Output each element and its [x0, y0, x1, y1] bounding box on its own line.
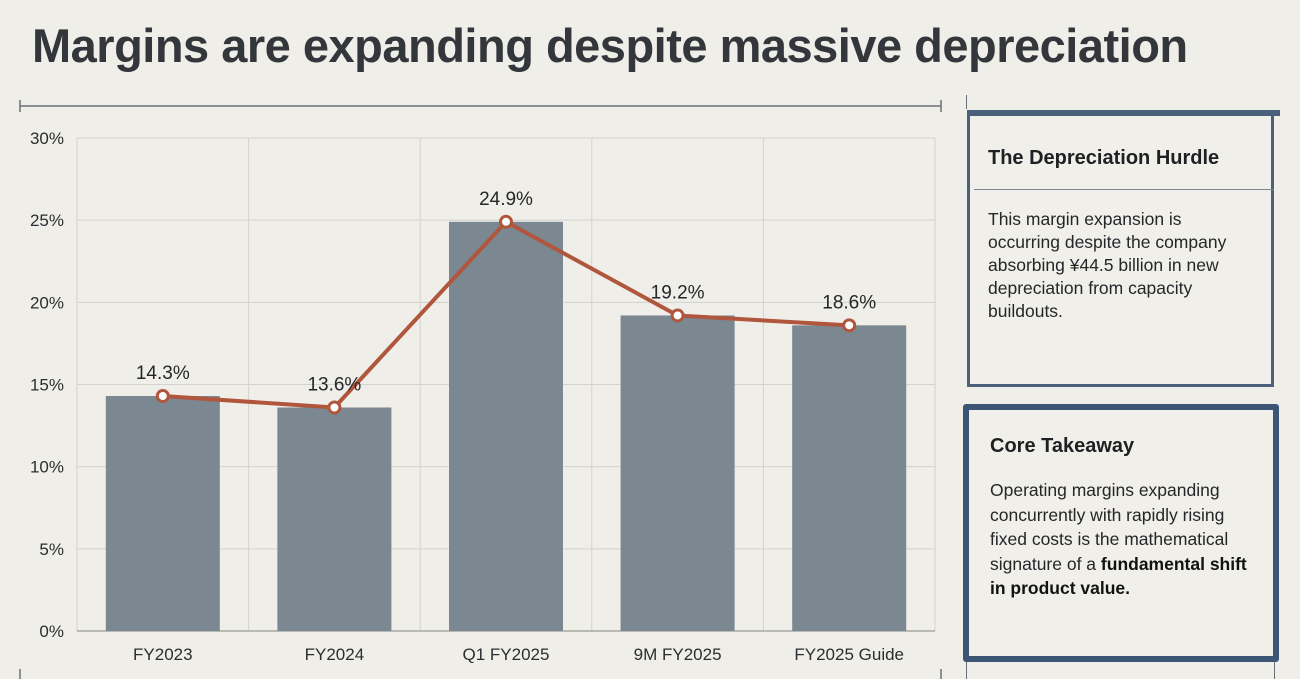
line-marker	[842, 318, 857, 333]
sidebar-connector-top	[966, 95, 967, 109]
line-marker	[670, 308, 685, 323]
takeaway-card-body: Operating margins expanding concurrently…	[990, 478, 1260, 601]
x-tick-label: FY2024	[305, 645, 365, 664]
takeaway-body-text: Operating margins expanding concurrently…	[990, 480, 1229, 574]
x-tick-label: FY2023	[133, 645, 193, 664]
line-marker	[155, 389, 170, 404]
line-marker	[499, 214, 513, 229]
card-top-bar	[967, 110, 1280, 116]
page-title: Margins are expanding despite massive de…	[32, 19, 1188, 72]
margin-chart: 0% 5% 10% 15% 20% 25% 30% FY2023 FY2024 Q1 FY2025…	[19, 100, 942, 679]
line-marker	[327, 400, 342, 415]
data-label: 24.9%	[479, 189, 533, 210]
y-tick-label: 30%	[30, 129, 64, 148]
data-label: 14.3%	[136, 363, 190, 384]
y-tick-label: 10%	[30, 458, 64, 477]
y-tick-label: 15%	[30, 376, 64, 395]
data-label: 13.6%	[307, 375, 361, 396]
bar	[105, 396, 220, 631]
y-tick-label: 5%	[39, 540, 64, 559]
depreciation-card: The Depreciation Hurdle This margin expa…	[967, 110, 1280, 387]
y-tick-label: 0%	[39, 622, 64, 641]
x-tick-label: Q1 FY2025	[463, 645, 550, 664]
bar	[449, 221, 563, 631]
depreciation-card-body: This margin expansion is occurring despi…	[988, 209, 1227, 321]
depreciation-card-heading: The Depreciation Hurdle	[988, 147, 1220, 169]
y-tick-label: 25%	[30, 211, 64, 230]
takeaway-card: Core Takeaway Operating margins expandin…	[963, 404, 1279, 662]
takeaway-card-heading: Core Takeaway	[990, 435, 1135, 457]
data-label: 18.6%	[822, 292, 876, 313]
bar	[792, 325, 907, 631]
bar	[277, 407, 392, 631]
bar	[620, 315, 735, 631]
x-tick-label: 9M FY2025	[634, 645, 722, 664]
top-bracket	[19, 100, 942, 112]
y-tick-label: 20%	[30, 293, 64, 312]
takeaway-body-emphasis: fundamental shift in product value.	[990, 553, 1247, 599]
x-tick-label: FY2025 Guide	[794, 645, 904, 664]
sidebar-connector-bottom	[966, 662, 967, 679]
sidebar-connector-bottom-right	[1274, 662, 1275, 679]
data-label: 19.2%	[651, 282, 705, 303]
chart-area: 0% 5% 10% 15% 20% 25% 30% FY2023 FY2024 Q1 FY2025…	[0, 95, 960, 679]
card-divider	[974, 189, 1274, 190]
